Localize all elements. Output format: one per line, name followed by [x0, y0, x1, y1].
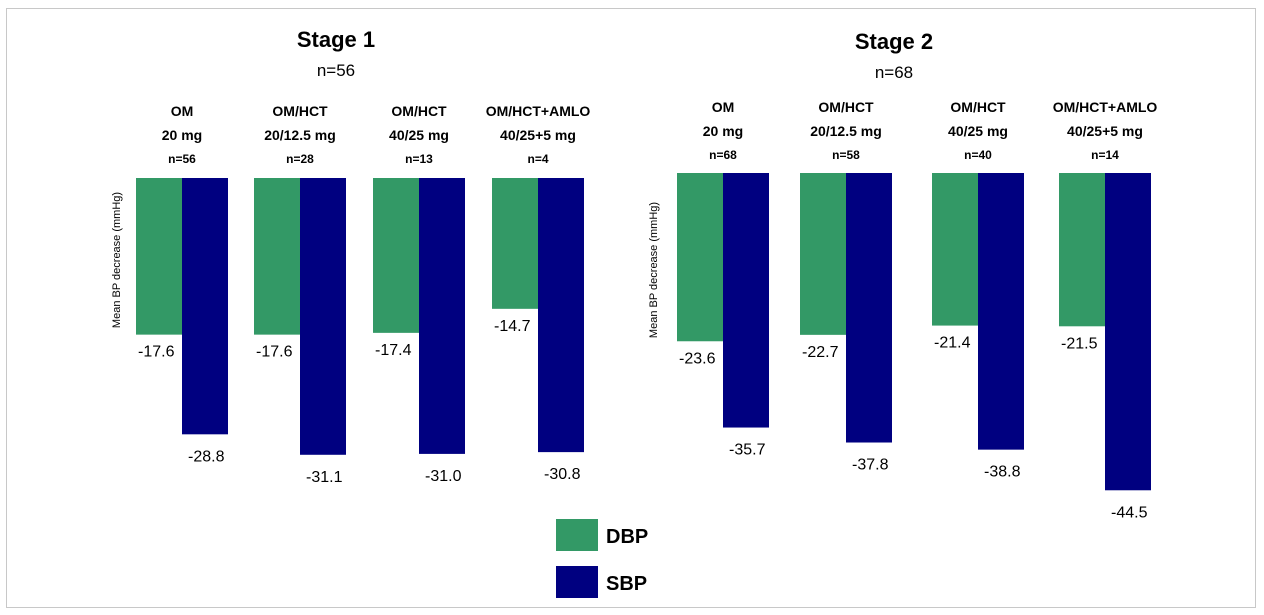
stage1-bar-sbp-2	[419, 178, 465, 454]
stage1-group-2-name: OM/HCT	[391, 103, 447, 119]
stage2-group-0-dose: 20 mg	[703, 123, 743, 139]
stage1-bar-dbp-2	[373, 178, 419, 333]
stage2-label-dbp-2: -21.4	[934, 335, 971, 352]
stage1-group-3-n: n=4	[527, 152, 548, 166]
stage1-n: n=56	[317, 61, 355, 80]
stage1-label-dbp-2: -17.4	[375, 342, 412, 359]
stage2-label-dbp-1: -22.7	[802, 344, 839, 361]
stage1-bar-dbp-0	[136, 178, 182, 335]
legend-swatch-dbp	[556, 519, 598, 551]
legend-swatch-sbp	[556, 566, 598, 598]
stage2-label-sbp-2: -38.8	[984, 464, 1021, 481]
stage2-bar-sbp-1	[846, 173, 892, 443]
stage1-bar-dbp-1	[254, 178, 300, 335]
stage1-label-sbp-0: -28.8	[188, 448, 225, 465]
stage2-group-2-name: OM/HCT	[950, 99, 1006, 115]
stage2-bar-dbp-1	[800, 173, 846, 335]
stage1-label-dbp-0: -17.6	[138, 344, 175, 361]
stage1-label-sbp-2: -31.0	[425, 468, 462, 485]
stage2-ylabel: Mean BP decrease (mmHg)	[648, 202, 660, 338]
stage2-title: Stage 2	[855, 29, 933, 54]
stage2-bar-sbp-2	[978, 173, 1024, 450]
stage2-group-3-n: n=14	[1091, 148, 1119, 162]
stage2-group-1-n: n=58	[832, 148, 860, 162]
stage2-group-2-dose: 40/25 mg	[948, 123, 1008, 139]
stage2-group-1-name: OM/HCT	[818, 99, 874, 115]
stage1-group-2-n: n=13	[405, 152, 433, 166]
stage2-label-dbp-0: -23.6	[679, 350, 716, 367]
legend-label-dbp: DBP	[606, 526, 648, 548]
stage1-group-0-dose: 20 mg	[162, 127, 202, 143]
stage2-group-2-n: n=40	[964, 148, 992, 162]
stage2-bar-dbp-0	[677, 173, 723, 342]
stage1-bar-sbp-1	[300, 178, 346, 455]
stage2-group-0-name: OM	[712, 99, 735, 115]
stage2-group-3-dose: 40/25+5 mg	[1067, 123, 1143, 139]
stage2-label-dbp-3: -21.5	[1061, 335, 1098, 352]
stage1-title: Stage 1	[297, 27, 375, 52]
stage1-group-1-dose: 20/12.5 mg	[264, 127, 336, 143]
stage1-label-sbp-1: -31.1	[306, 469, 343, 486]
stage1-label-dbp-1: -17.6	[256, 344, 293, 361]
chart-frame	[6, 8, 1256, 608]
stage1-group-1-name: OM/HCT	[272, 103, 328, 119]
stage1-ylabel: Mean BP decrease (mmHg)	[111, 192, 123, 328]
stage1-label-dbp-3: -14.7	[494, 318, 531, 335]
stage2-group-3-name: OM/HCT+AMLO	[1053, 99, 1158, 115]
stage1-group-0-name: OM	[171, 103, 194, 119]
stage2-label-sbp-1: -37.8	[852, 457, 889, 474]
stage1-bar-sbp-0	[182, 178, 228, 435]
legend-label-sbp: SBP	[606, 573, 647, 595]
stage2-bar-dbp-3	[1059, 173, 1105, 327]
stage2-group-1-dose: 20/12.5 mg	[810, 123, 882, 139]
stage2-bar-sbp-0	[723, 173, 769, 428]
stage1-group-0-n: n=56	[168, 152, 196, 166]
stage2-bar-sbp-3	[1105, 173, 1151, 491]
legend: DBP SBP	[556, 519, 648, 598]
stage1-label-sbp-3: -30.8	[544, 466, 581, 483]
stage1-bar-dbp-3	[492, 178, 538, 309]
stage1-group-1-n: n=28	[286, 152, 314, 166]
stage2-group-0-n: n=68	[709, 148, 737, 162]
stage2-label-sbp-3: -44.5	[1111, 504, 1148, 521]
stage1-group-3-dose: 40/25+5 mg	[500, 127, 576, 143]
stage2-bar-dbp-2	[932, 173, 978, 326]
stage2-n: n=68	[875, 63, 913, 82]
stage1-group-3-name: OM/HCT+AMLO	[486, 103, 591, 119]
stage2-label-sbp-0: -35.7	[729, 442, 766, 459]
stage1-bar-sbp-3	[538, 178, 584, 453]
stage1-group-2-dose: 40/25 mg	[389, 127, 449, 143]
bars-layer: OM 20 mg n=56 OM/HCT 20/12.5 mg n=28 OM/HCT 40/…	[136, 99, 1157, 521]
